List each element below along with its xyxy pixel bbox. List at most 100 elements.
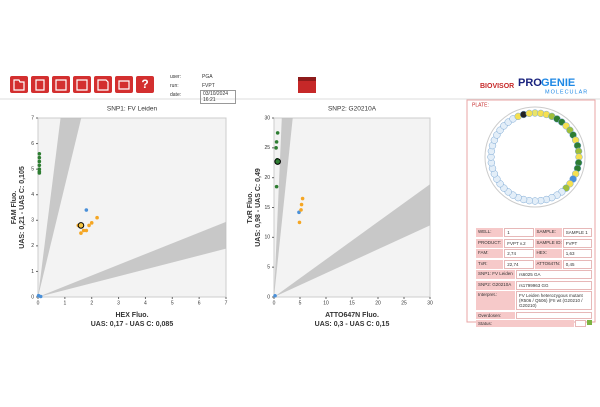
toolbar-icons: ? xyxy=(10,76,154,93)
info-label: Overdosen: xyxy=(476,311,515,319)
run-value: FVPT xyxy=(202,83,215,89)
cluster-zone xyxy=(38,118,82,297)
selected-point xyxy=(274,158,281,165)
y-axis-sublabel: UAS: 0,21 - UAS C: 0,105 xyxy=(19,166,26,249)
x-tick-label: 30 xyxy=(427,300,433,306)
point xyxy=(37,159,42,164)
y-tick-label: 0 xyxy=(267,294,270,300)
point xyxy=(38,294,43,299)
y-axis-label: FAM Fluo. xyxy=(11,191,18,224)
info-label: Interpret.: xyxy=(476,291,515,310)
refresh-button[interactable] xyxy=(115,76,133,93)
info-value: 2,74 xyxy=(504,249,534,258)
info-value: 1 xyxy=(504,228,534,237)
point xyxy=(89,221,94,225)
y-tick-label: 0 xyxy=(31,294,34,300)
point xyxy=(95,215,99,220)
point xyxy=(37,155,42,160)
info-row: Status: xyxy=(476,320,592,327)
point xyxy=(297,210,301,215)
cluster-zone xyxy=(38,221,226,297)
info-row: Interpret.: FV Leiden heterozygous mutant… xyxy=(476,291,592,310)
point xyxy=(299,202,304,207)
y-tick-label: 4 xyxy=(31,192,34,198)
date-input[interactable]: 03/10/2024 16:21 xyxy=(200,90,236,104)
info-value: rs6025 GA xyxy=(516,270,592,279)
charts: SNP1: FV Leiden 0 1 2 3 4 5 6 7 0 1 2 3 4 5 6 7 HEX Fluo.… xyxy=(11,106,433,328)
info-row: Overdosen: xyxy=(476,311,592,319)
help-glyph: ? xyxy=(141,77,148,91)
info-label: Status: xyxy=(476,320,574,327)
y-tick-label: 20 xyxy=(264,175,270,181)
info-value: 0,45 xyxy=(562,259,592,269)
point xyxy=(37,171,42,175)
info-value: 1,63 xyxy=(562,249,592,258)
y-tick-label: 3 xyxy=(31,218,34,224)
y-tick-label: 6 xyxy=(31,141,34,147)
x-tick-label: 1 xyxy=(63,300,66,306)
point xyxy=(274,184,279,189)
point xyxy=(299,208,303,212)
y-axis-sublabel: UAS: 0,98 - UAS C: 0,49 xyxy=(255,168,262,247)
run-label: run: xyxy=(170,83,179,89)
point xyxy=(297,220,302,225)
info-value: FV Leiden heterozygous mutant (R506 / Q5… xyxy=(516,291,592,310)
plate xyxy=(484,106,586,208)
point xyxy=(274,140,279,144)
point xyxy=(275,131,280,135)
y-tick-label: 15 xyxy=(264,205,270,211)
point xyxy=(300,196,305,201)
info-label: HEX: xyxy=(534,249,562,258)
cluster-zone xyxy=(274,118,293,297)
info-label: SNP1: FV Leiden xyxy=(476,270,515,279)
instrument-lid xyxy=(298,77,316,81)
well[interactable] xyxy=(525,109,533,118)
point xyxy=(81,228,86,233)
well-info: WELL: 1 SAMPLE: SAMPLE 1 PRODUCT: FVPT v.2 SAM… xyxy=(476,228,592,329)
point xyxy=(87,223,91,228)
info-label: SNP2: G20210A xyxy=(476,280,515,290)
molecular-logo: MOLECULAR xyxy=(545,89,588,95)
help-button[interactable] xyxy=(136,76,154,93)
x-tick-label: 4 xyxy=(144,300,147,306)
y-tick-label: 25 xyxy=(264,145,270,151)
info-row: WELL: 1 SAMPLE: SAMPLE 1 xyxy=(476,228,592,237)
cluster-zone xyxy=(274,184,430,297)
x-tick-label: 5 xyxy=(299,300,302,306)
info-row: FAM: 2,74 HEX: 1,63 xyxy=(476,249,592,258)
x-tick-label: 0 xyxy=(37,300,40,306)
info-value xyxy=(516,311,592,319)
x-tick-label: 20 xyxy=(375,300,381,306)
info-value: SAMPLE 1 xyxy=(562,228,592,237)
point xyxy=(37,163,42,168)
y-tick-label: 5 xyxy=(31,166,34,172)
info-label: SAMPLE ID: xyxy=(534,238,562,248)
progenie-logo-b: GENIE xyxy=(541,77,575,89)
x-axis-label: ATTO647N Fluo. xyxy=(325,312,379,319)
progenie-logo-a: PRO xyxy=(518,77,542,89)
user-label: user: xyxy=(170,74,182,80)
info-value: FVPT v.2 xyxy=(504,238,534,248)
x-axis-sublabel: UAS: 0,3 - UAS C: 0,15 xyxy=(315,321,390,328)
info-label: WELL: xyxy=(476,228,504,237)
x-axis-sublabel: UAS: 0,17 - UAS C: 0,085 xyxy=(91,321,174,328)
y-tick-label: 30 xyxy=(264,115,270,121)
y-tick-label: 7 xyxy=(31,115,34,121)
info-value: FVPT xyxy=(562,238,592,248)
point xyxy=(273,294,277,298)
y-tick-label: 2 xyxy=(31,243,34,249)
plate-ring xyxy=(484,106,586,208)
x-tick-label: 0 xyxy=(273,300,276,306)
info-label: ATTO647N: xyxy=(534,259,562,269)
icon-glyphs xyxy=(13,79,130,91)
x-tick-label: 2 xyxy=(90,300,93,306)
point xyxy=(37,167,42,171)
info-row: PRODUCT: FVPT v.2 SAMPLE ID: FVPT xyxy=(476,238,592,248)
x-tick-label: 5 xyxy=(171,300,174,306)
chart-title: SNP1: FV Leiden xyxy=(107,106,158,113)
info-row: SNP1: FV Leiden rs6025 GA xyxy=(476,270,592,279)
x-tick-label: 10 xyxy=(323,300,329,306)
biovisor-logo: BIOVISOR xyxy=(480,83,514,90)
